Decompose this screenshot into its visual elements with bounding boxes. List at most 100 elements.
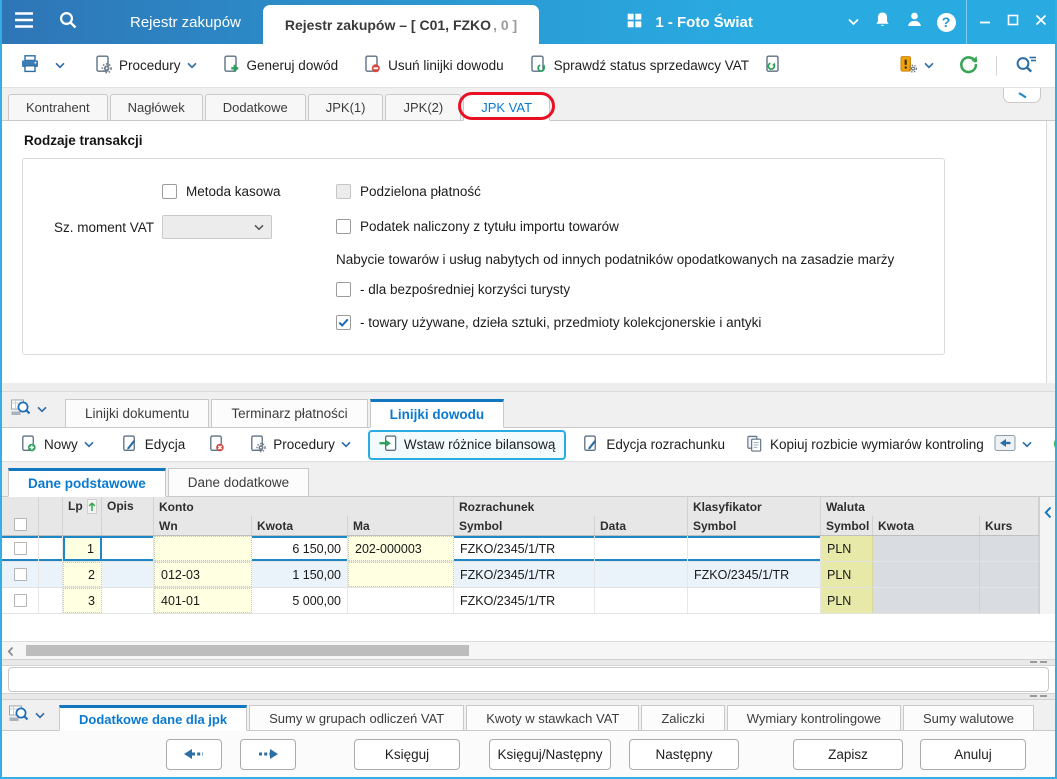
tab-dodatkowe-dane-jpk[interactable]: Dodatkowe dane dla jpk bbox=[59, 705, 248, 731]
cell-klasyfikator-symbol[interactable] bbox=[688, 536, 821, 561]
podatek-import-checkbox[interactable] bbox=[336, 219, 351, 234]
ksieguj-nastepny-button[interactable]: Księguj/Następny bbox=[489, 738, 611, 770]
col-header-klasyfikator-symbol[interactable]: Symbol bbox=[688, 516, 821, 535]
cell-kwota[interactable]: 5 000,00 bbox=[252, 588, 348, 613]
help-button[interactable]: ? bbox=[930, 0, 962, 44]
turysta-checkbox[interactable] bbox=[336, 282, 351, 297]
col-header-rozrachunek-symbol[interactable]: Symbol bbox=[454, 516, 595, 535]
cell-wn[interactable] bbox=[154, 536, 252, 561]
cell-data[interactable] bbox=[595, 562, 688, 587]
col-header-lp[interactable]: Lp bbox=[63, 497, 102, 535]
cell-lp[interactable]: 2 bbox=[63, 562, 102, 587]
tab-dane-podstawowe[interactable]: Dane podstawowe bbox=[8, 468, 166, 497]
status-vat-extra-button[interactable] bbox=[756, 51, 790, 80]
table-row[interactable]: 1 6 150,00 202-000003 FZKO/2345/1/TR PLN bbox=[2, 536, 1039, 562]
row-checkbox[interactable] bbox=[13, 542, 27, 555]
cell-wn[interactable]: 012-03 bbox=[154, 562, 252, 587]
splitter-handle[interactable] bbox=[2, 659, 1055, 666]
col-header-waluta-kwota[interactable]: Kwota bbox=[873, 516, 980, 535]
grid-right-collapse-strip[interactable] bbox=[1039, 497, 1055, 614]
cell-opis[interactable] bbox=[102, 536, 154, 561]
scrollbar-thumb[interactable] bbox=[26, 645, 469, 656]
close-button[interactable] bbox=[1027, 0, 1055, 44]
tab-naglowek[interactable]: Nagłówek bbox=[109, 94, 203, 121]
search-filter-button[interactable] bbox=[1007, 51, 1045, 80]
row-checkbox[interactable] bbox=[13, 594, 27, 607]
metoda-kasowa-checkbox[interactable] bbox=[162, 184, 177, 199]
cell-ma[interactable] bbox=[348, 562, 454, 587]
bottom-grid-view-button[interactable] bbox=[8, 703, 45, 728]
col-header-data[interactable]: Data bbox=[595, 516, 688, 535]
maximize-button[interactable] bbox=[999, 0, 1027, 44]
cell-waluta-symbol[interactable]: PLN bbox=[821, 536, 873, 561]
kopiuj-rozbicie-button[interactable]: Kopiuj rozbicie wymiarów kontroling bbox=[738, 431, 991, 459]
cell-data[interactable] bbox=[595, 536, 688, 561]
ksieguj-button[interactable]: Księguj bbox=[354, 738, 460, 770]
tab-dodatkowe[interactable]: Dodatkowe bbox=[204, 94, 306, 121]
procedury-button[interactable]: Procedury bbox=[86, 51, 204, 80]
cell-waluta-symbol[interactable]: PLN bbox=[821, 588, 873, 613]
table-row[interactable]: 3 401-01 5 000,00 FZKO/2345/1/TR PLN bbox=[2, 588, 1039, 614]
grid-view-button[interactable] bbox=[10, 397, 47, 422]
line-description-field[interactable] bbox=[8, 667, 1049, 692]
hamburger-menu-button[interactable] bbox=[2, 0, 46, 44]
tab-zaliczki[interactable]: Zaliczki bbox=[641, 705, 725, 731]
tab-sumy-grupach-odliczen[interactable]: Sumy w grupach odliczeń VAT bbox=[249, 705, 465, 731]
cell-rozrachunek-symbol[interactable]: FZKO/2345/1/TR bbox=[454, 588, 595, 613]
document-tab[interactable]: Rejestr zakupów – [ C01, FZKO, 0 ] bbox=[262, 5, 540, 44]
print-button[interactable] bbox=[12, 51, 48, 80]
nowy-button[interactable]: Nowy bbox=[12, 431, 101, 459]
tab-kwoty-stawkach-vat[interactable]: Kwoty w stawkach VAT bbox=[466, 705, 640, 731]
procedury-lines-button[interactable]: Procedury bbox=[241, 431, 358, 459]
tab-kontrahent[interactable]: Kontrahent bbox=[8, 94, 108, 121]
tab-sumy-walutowe[interactable]: Sumy walutowe bbox=[902, 705, 1035, 731]
user-button[interactable] bbox=[898, 0, 930, 44]
next-record-button[interactable] bbox=[240, 738, 296, 770]
tab-terminarz-platnosci[interactable]: Terminarz płatności bbox=[211, 399, 368, 428]
minimize-button[interactable] bbox=[971, 0, 999, 44]
moment-vat-select[interactable] bbox=[162, 215, 272, 239]
splitter-handle[interactable] bbox=[2, 693, 1055, 700]
col-header-wn[interactable]: Wn bbox=[154, 516, 252, 535]
col-header-kwota[interactable]: Kwota bbox=[252, 516, 348, 535]
nav-item-rejestr-zakupow[interactable]: Rejestr zakupów bbox=[130, 13, 241, 31]
cell-data[interactable] bbox=[595, 588, 688, 613]
cell-opis[interactable] bbox=[102, 588, 154, 613]
select-all-checkbox[interactable] bbox=[13, 518, 27, 531]
tab-jpk-vat[interactable]: JPK VAT bbox=[458, 92, 556, 121]
cell-ma[interactable] bbox=[348, 588, 454, 613]
cell-kwota[interactable]: 1 150,00 bbox=[252, 562, 348, 587]
cell-rozrachunek-symbol[interactable]: FZKO/2345/1/TR bbox=[454, 562, 595, 587]
col-header-opis[interactable]: Opis bbox=[102, 497, 154, 535]
zapisz-button[interactable]: Zapisz bbox=[793, 738, 903, 770]
generuj-dowod-button[interactable]: Generuj dowód bbox=[214, 51, 346, 80]
notifications-button[interactable] bbox=[866, 0, 898, 44]
company-selector[interactable]: 1 - Foto Świat bbox=[626, 12, 753, 33]
print-dropdown-button[interactable] bbox=[48, 59, 72, 72]
nastepny-button[interactable]: Następny bbox=[629, 738, 739, 770]
anuluj-button[interactable]: Anuluj bbox=[920, 738, 1026, 770]
wstaw-roznice-button[interactable]: Wstaw różnice bilansową bbox=[367, 429, 567, 460]
cell-ma[interactable]: 202-000003 bbox=[348, 536, 454, 561]
table-row[interactable]: 2 012-03 1 150,00 FZKO/2345/1/TR FZKO/23… bbox=[2, 562, 1039, 588]
cell-lp[interactable]: 3 bbox=[63, 588, 102, 613]
usun-linie-button[interactable] bbox=[200, 431, 233, 459]
cell-wn[interactable]: 401-01 bbox=[154, 588, 252, 613]
cell-kwota[interactable]: 6 150,00 bbox=[252, 536, 348, 561]
refresh-button[interactable] bbox=[951, 51, 986, 81]
nav-panel-button[interactable] bbox=[991, 432, 1035, 457]
previous-record-button[interactable] bbox=[166, 738, 222, 770]
tab-jpk1[interactable]: JPK(1) bbox=[307, 94, 384, 121]
collapse-panel-handle[interactable] bbox=[1003, 88, 1041, 103]
cell-opis[interactable] bbox=[102, 562, 154, 587]
col-header-waluta-symbol[interactable]: Symbol bbox=[821, 516, 873, 535]
cell-waluta-symbol[interactable]: PLN bbox=[821, 562, 873, 587]
cell-rozrachunek-symbol[interactable]: FZKO/2345/1/TR bbox=[454, 536, 595, 561]
edycja-rozrachunku-button[interactable]: Edycja rozrachunku bbox=[574, 431, 732, 459]
tab-wymiary-kontrolingowe[interactable]: Wymiary kontrolingowe bbox=[726, 705, 901, 731]
podzielona-platnosc-checkbox[interactable] bbox=[336, 184, 351, 199]
usun-linijki-button[interactable]: Usuń linijki dowodu bbox=[355, 51, 511, 80]
col-header-ma[interactable]: Ma bbox=[348, 516, 454, 535]
tab-jpk2[interactable]: JPK(2) bbox=[385, 94, 462, 121]
sprawdz-status-button[interactable]: Sprawdź status sprzedawcy VAT bbox=[521, 51, 756, 80]
